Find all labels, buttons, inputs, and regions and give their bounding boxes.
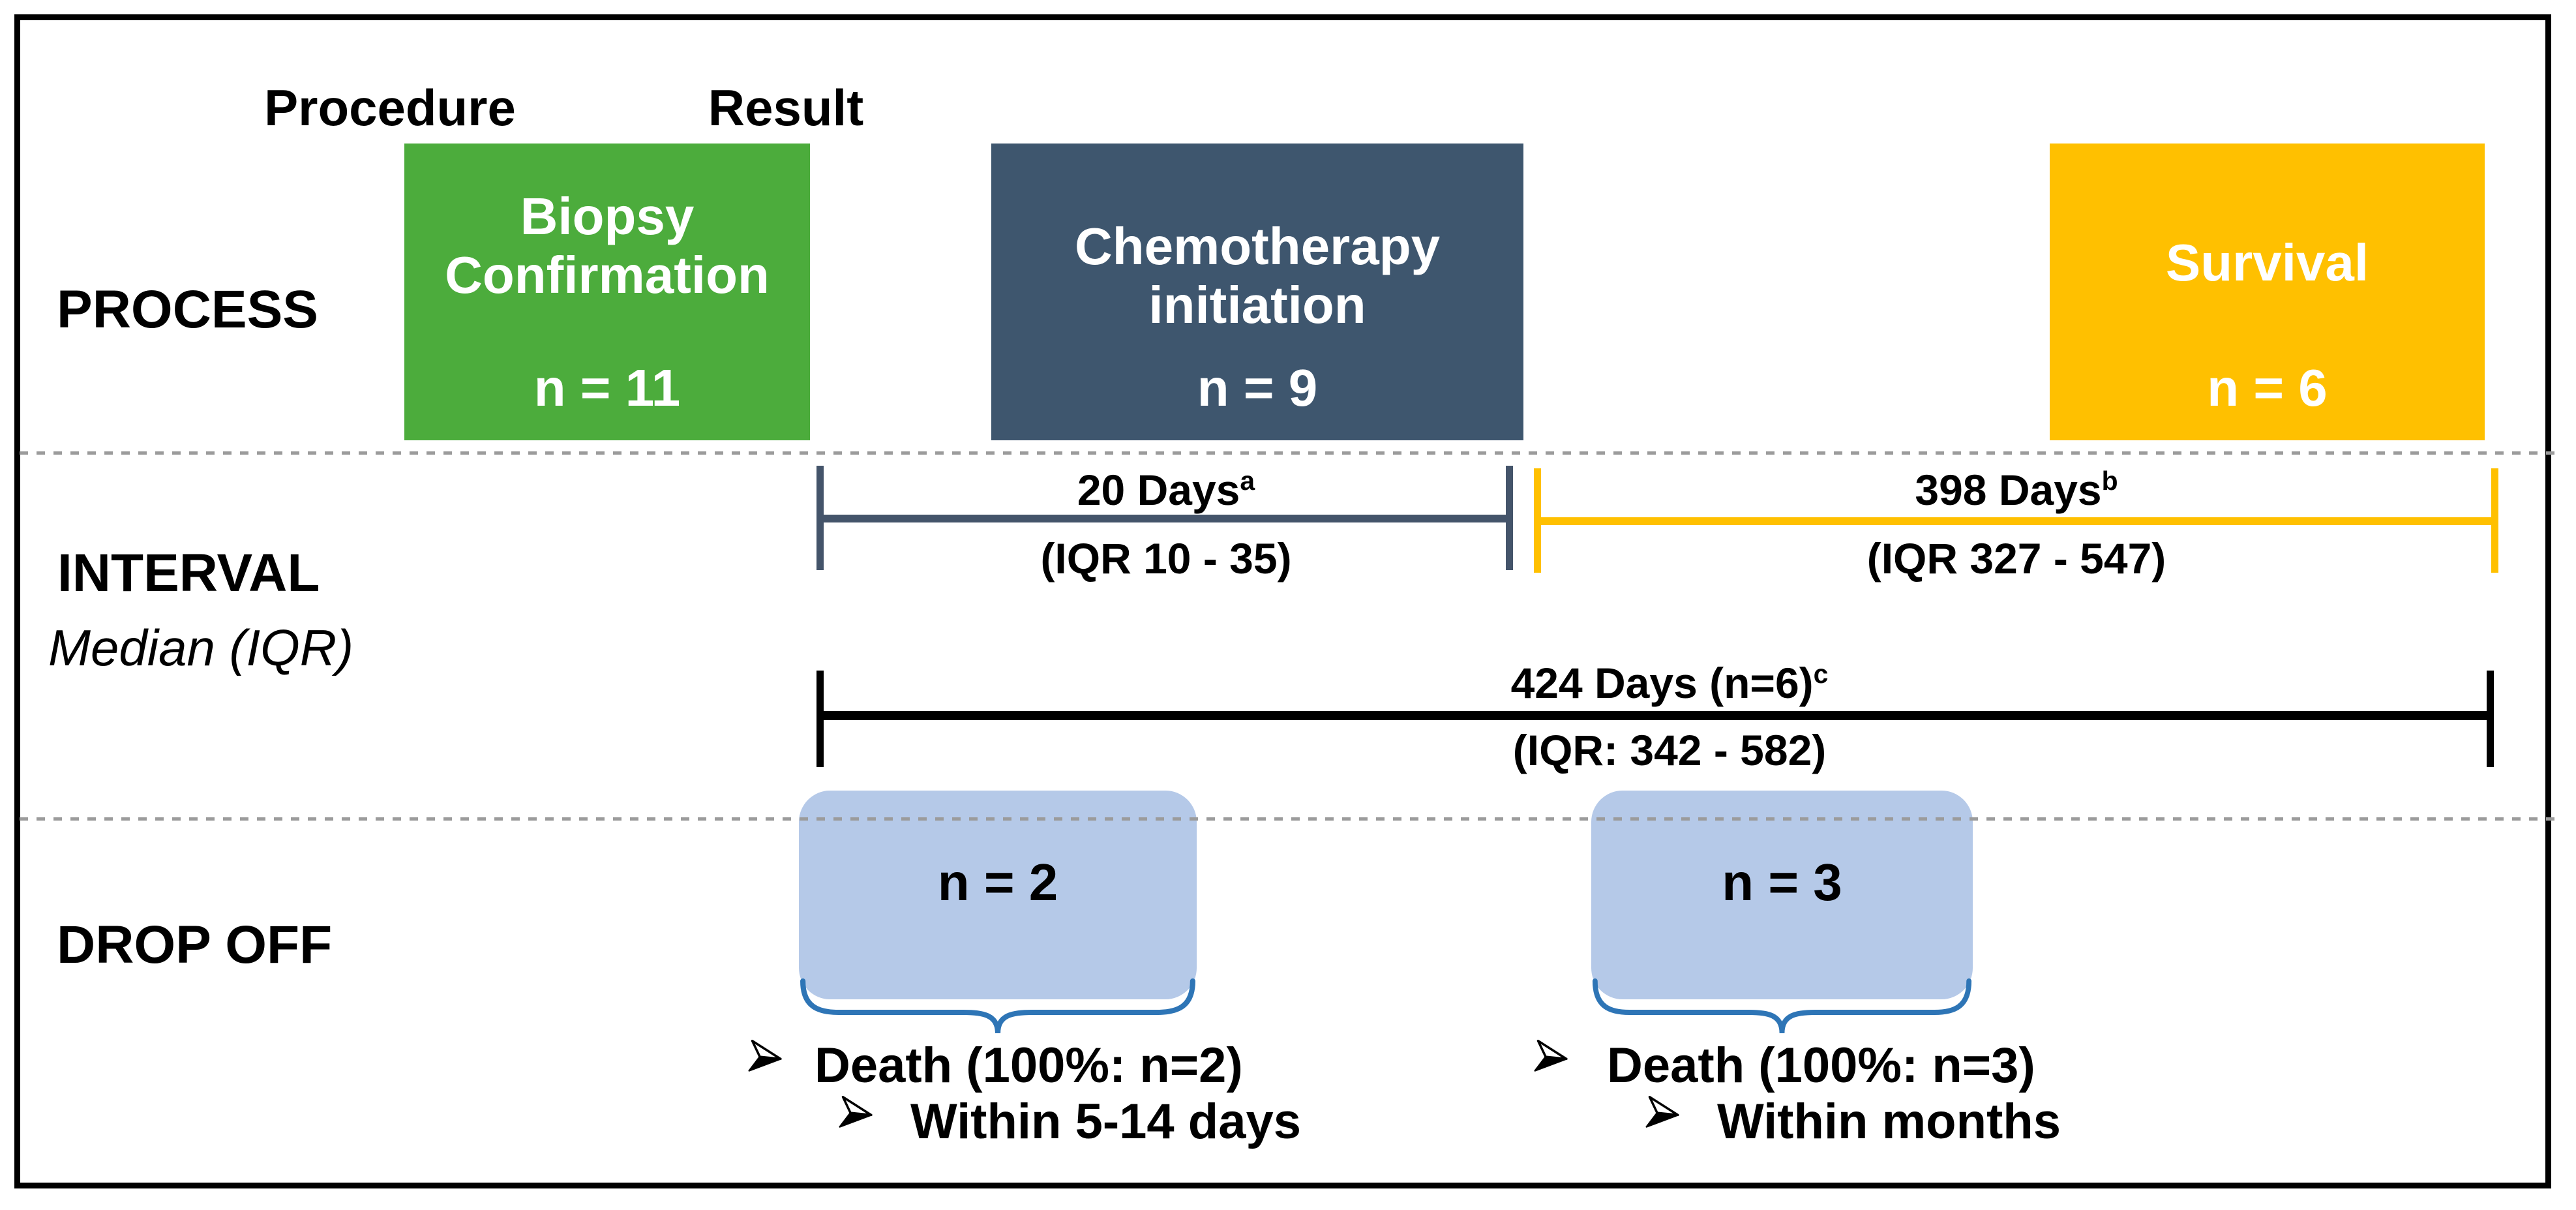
dropoff-box-2: n = 3: [1591, 791, 1973, 999]
biopsy-n-value: n = 11: [533, 359, 681, 417]
row-label-interval: INTERVAL: [57, 543, 320, 603]
dropoff2-subbullet-text: Within months: [1717, 1094, 2061, 1149]
interval2-label: 398 Daysb: [1915, 466, 2118, 514]
brace-under-dropoff-1: [800, 978, 1195, 1034]
process-box-biopsy: Biopsy Confirmation n = 11: [404, 144, 810, 440]
column-header-result: Result: [708, 79, 864, 136]
interval3-footnote: c: [1813, 659, 1829, 689]
dropoff2-subbullet-row: Within months: [1645, 1094, 2061, 1149]
biopsy-title-line1: Biopsy: [520, 187, 695, 245]
dropoff2-bullet-text: Death (100%: n=3): [1607, 1038, 2035, 1093]
bullet-arrow-icon: [839, 1095, 873, 1128]
brace-under-dropoff-2: [1592, 978, 1972, 1034]
interval1-line: [819, 515, 1510, 522]
biopsy-title-line2: Confirmation: [445, 246, 770, 304]
bullet-arrow-icon: [748, 1039, 782, 1072]
survival-title-line1: Survival: [2165, 234, 2369, 292]
survival-n-value: n = 6: [2207, 359, 2328, 417]
separator-interval-dropoff: [20, 817, 2558, 821]
process-box-survival: Survival n = 6: [2050, 144, 2485, 440]
dropoff1-subbullet-row: Within 5-14 days: [839, 1094, 1302, 1149]
dropoff1-bullet-text: Death (100%: n=2): [815, 1038, 1243, 1093]
chemo-title-line1: Chemotherapy: [1074, 217, 1441, 275]
interval2-footnote: b: [2101, 466, 2118, 496]
row-label-median-iqr: Median (IQR): [48, 619, 354, 676]
interval3-iqr: (IQR: 342 - 582): [1512, 726, 1827, 774]
dropoff2-bullet-row: Death (100%: n=3): [1534, 1038, 2035, 1093]
dropoff1-bullet-row: Death (100%: n=2): [748, 1038, 1243, 1093]
process-box-chemotherapy: Chemotherapy initiation n = 9: [991, 144, 1523, 440]
bullet-arrow-icon: [1645, 1095, 1679, 1128]
dropoff-box-1: n = 2: [799, 791, 1197, 999]
column-header-procedure: Procedure: [264, 79, 516, 136]
row-label-process: PROCESS: [57, 280, 318, 339]
row-label-dropoff: DROP OFF: [57, 915, 333, 975]
separator-process-interval: [20, 451, 2558, 455]
interval1-iqr: (IQR 10 - 35): [1040, 534, 1292, 582]
bullet-arrow-icon: [1534, 1039, 1568, 1072]
interval3-label: 424 Days (n=6)c: [1510, 659, 1829, 707]
chemo-title-line2: initiation: [1148, 276, 1366, 334]
interval3-line: [819, 711, 2494, 720]
interval1-footnote: a: [1240, 466, 1255, 496]
interval2-line: [1536, 517, 2494, 525]
dropoff2-n-value: n = 3: [1722, 853, 1842, 911]
chemo-n-value: n = 9: [1197, 359, 1318, 417]
dropoff1-subbullet-text: Within 5-14 days: [910, 1094, 1302, 1149]
interval2-right-tick: [2491, 468, 2498, 573]
dropoff1-n-value: n = 2: [937, 853, 1058, 911]
interval1-label: 20 Daysa: [1077, 466, 1255, 514]
interval2-iqr: (IQR 327 - 547): [1866, 534, 2166, 582]
